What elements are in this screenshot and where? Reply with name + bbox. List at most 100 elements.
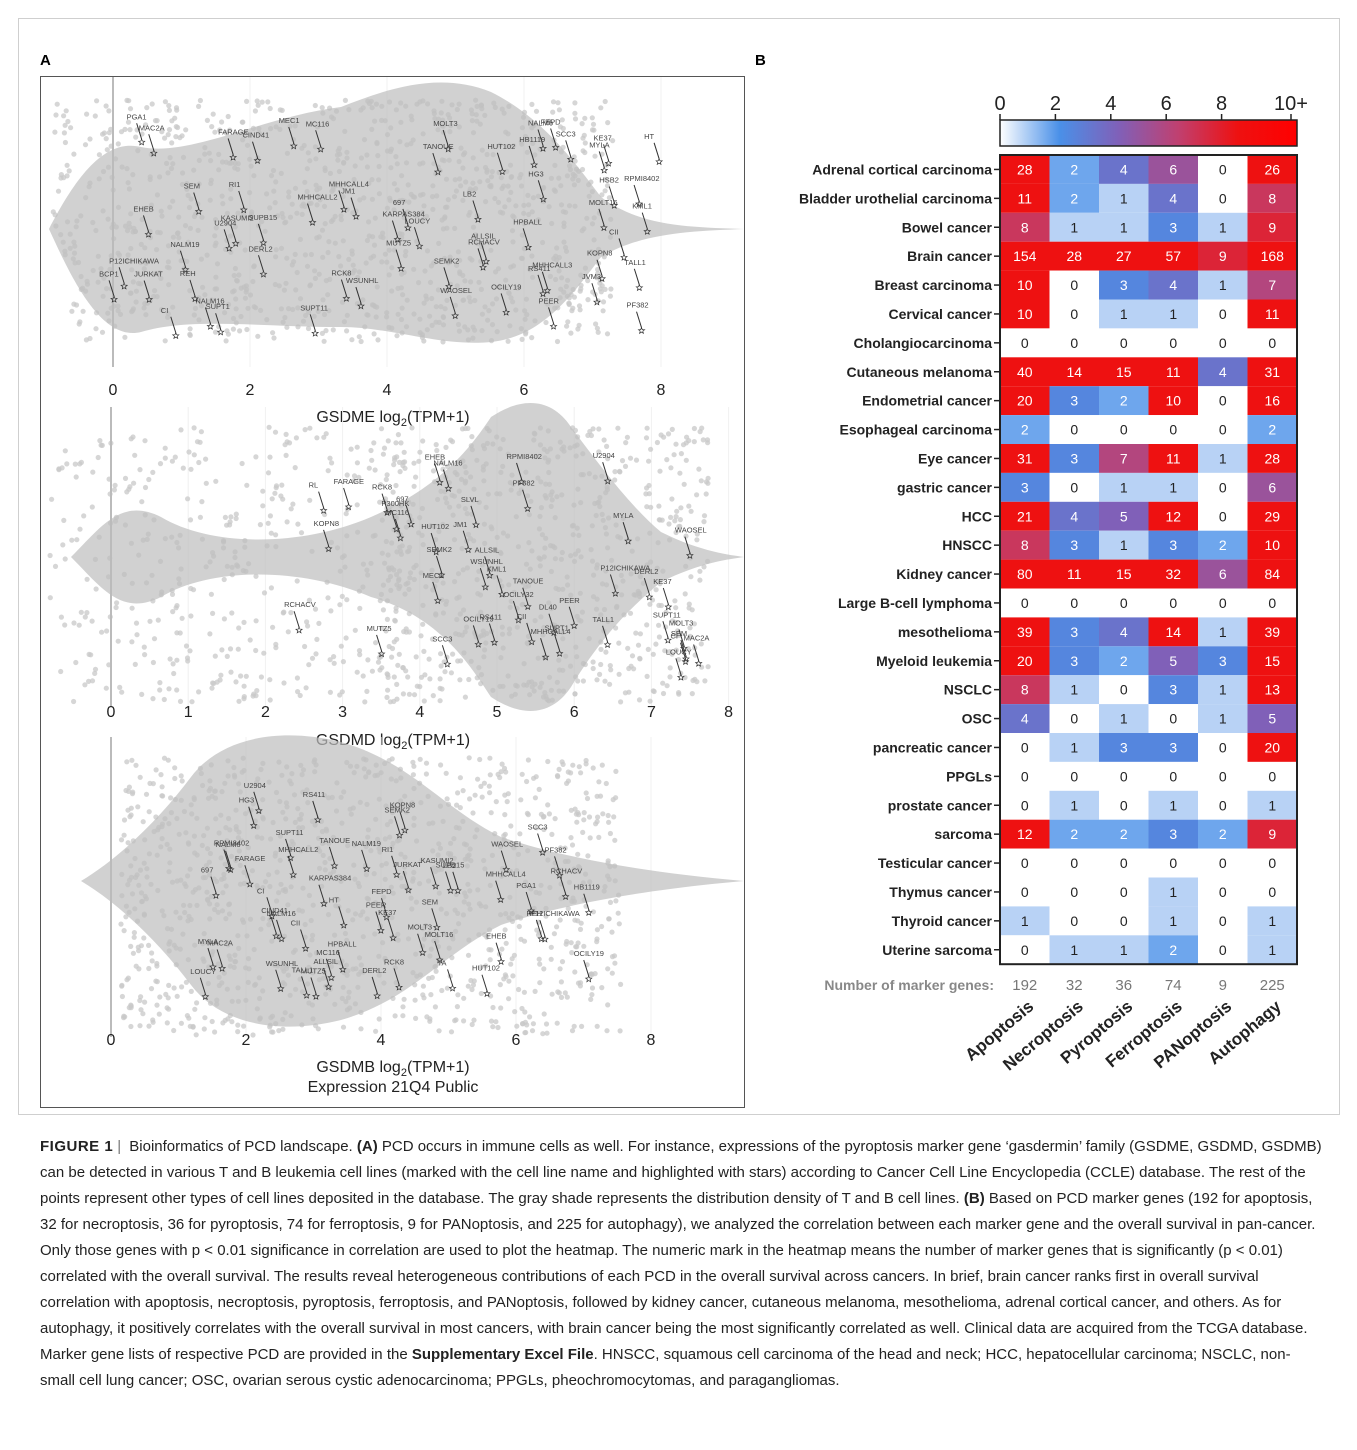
- data-point: [250, 693, 256, 699]
- data-point: [90, 469, 96, 475]
- x-tick-label: 1: [184, 704, 193, 721]
- cell-value-label: 3: [1120, 277, 1128, 293]
- cell-line-label: PEER: [539, 296, 560, 305]
- data-point: [608, 667, 614, 673]
- data-point: [352, 627, 358, 633]
- data-point: [82, 142, 89, 148]
- data-point: [351, 473, 358, 479]
- cell-line-label: TALL1: [593, 615, 615, 624]
- cell-value-label: 0: [1169, 422, 1177, 438]
- label-arrow: [522, 228, 529, 245]
- star-marker: [302, 991, 311, 999]
- data-point: [663, 609, 669, 616]
- data-point: [437, 698, 443, 704]
- star-marker: [523, 504, 532, 513]
- data-point: [646, 458, 652, 464]
- data-point: [676, 690, 682, 696]
- data-point: [118, 921, 124, 927]
- colorbar-tick-label: 0: [994, 93, 1005, 115]
- star-marker: [566, 155, 575, 163]
- star-marker: [620, 253, 628, 261]
- data-point: [580, 678, 587, 684]
- star-marker: [392, 525, 401, 533]
- cell-line-label: MUTZ5: [386, 239, 411, 248]
- cell-line-label: PF382: [627, 301, 649, 310]
- data-point: [487, 755, 493, 761]
- data-point: [168, 795, 174, 801]
- data-point: [284, 324, 290, 330]
- data-point: [603, 649, 609, 655]
- label-arrow: [238, 190, 245, 208]
- cell-line-label: TALL1: [292, 965, 314, 974]
- data-point: [173, 134, 179, 140]
- heatmap-cell: [1099, 386, 1149, 416]
- heatmap-cell: [1148, 848, 1198, 878]
- data-point: [562, 845, 568, 851]
- data-point: [616, 921, 622, 927]
- data-point: [488, 1018, 495, 1024]
- label-arrow: [680, 639, 687, 657]
- data-point: [161, 696, 167, 703]
- data-point: [164, 1020, 170, 1026]
- colorbar-tick-label: 6: [1161, 93, 1172, 115]
- cell-value-label: 3: [1169, 219, 1177, 235]
- cell-value-label: 0: [1268, 595, 1276, 611]
- data-point: [283, 431, 289, 437]
- data-point: [521, 989, 527, 995]
- data-point: [650, 688, 656, 694]
- figure-frame: [18, 18, 1340, 1115]
- cell-value-label: 0: [1219, 479, 1227, 495]
- star-marker: [320, 899, 328, 908]
- star-marker: [289, 141, 298, 150]
- star-marker: [110, 295, 119, 303]
- cell-value-label: 84: [1264, 566, 1280, 582]
- data-point: [465, 952, 472, 958]
- data-point: [455, 992, 461, 998]
- label-arrow: [678, 629, 685, 646]
- data-point: [267, 697, 273, 703]
- data-point: [86, 678, 92, 685]
- data-point: [609, 970, 615, 976]
- data-point: [678, 451, 685, 457]
- label-arrow: [470, 505, 477, 523]
- star-marker: [635, 199, 643, 208]
- data-point: [612, 477, 618, 483]
- heatmap-cell: [1000, 501, 1050, 531]
- cell-line-label: OCILY32: [503, 590, 533, 599]
- star-marker: [324, 982, 333, 991]
- data-point: [165, 132, 171, 138]
- data-point: [454, 802, 460, 808]
- data-point: [637, 631, 644, 637]
- marker-gene-count: 225: [1260, 977, 1285, 994]
- label-arrow: [603, 144, 610, 161]
- data-point: [127, 106, 134, 112]
- label-arrow: [608, 186, 615, 203]
- star-marker: [342, 294, 351, 302]
- label-arrow: [315, 130, 322, 147]
- star-marker: [211, 891, 220, 899]
- cell-line-label: 697: [201, 866, 214, 875]
- data-point: [541, 1011, 547, 1017]
- data-point: [430, 693, 436, 699]
- data-point: [555, 774, 561, 780]
- data-point: [607, 293, 614, 299]
- cell-value-label: 0: [1268, 768, 1276, 784]
- data-point: [448, 437, 454, 443]
- heatmap-cell: [1000, 530, 1050, 560]
- star-marker: [145, 295, 154, 303]
- data-point: [623, 440, 629, 446]
- label-arrow: [662, 621, 669, 638]
- label-arrow: [266, 897, 273, 914]
- cell-line-label: KARPAS384: [382, 210, 424, 219]
- label-arrow: [399, 811, 406, 828]
- data-point: [605, 858, 611, 864]
- heatmap-cell: [1198, 646, 1248, 676]
- data-point: [646, 482, 652, 489]
- cell-line-label: MHHCALL4: [329, 180, 369, 189]
- data-point: [564, 994, 570, 1000]
- cell-line-label: NALM16: [267, 909, 296, 918]
- data-point: [65, 118, 71, 125]
- cell-line-label: MOLT16: [589, 198, 618, 207]
- heatmap-cell: [1099, 733, 1149, 762]
- data-point: [241, 683, 247, 689]
